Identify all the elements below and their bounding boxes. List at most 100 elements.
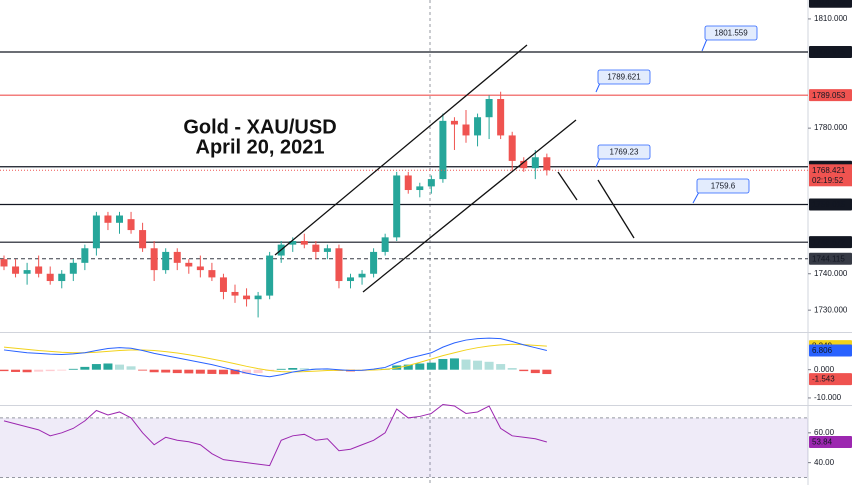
- candle-body: [450, 120, 458, 125]
- candle-body: [300, 240, 308, 245]
- macd-histogram-bar: [507, 368, 517, 370]
- macd-histogram-bar: [299, 368, 309, 370]
- callout-label: 1769.23: [610, 148, 639, 157]
- macd-histogram-bar: [184, 369, 194, 374]
- macd-histogram-bar: [253, 369, 263, 374]
- y-tick-label: 40.00: [814, 458, 835, 467]
- level-price-label: 1800.915: [812, 48, 846, 57]
- macd-histogram-bar: [138, 369, 148, 371]
- candle-body: [58, 273, 66, 282]
- candle-body: [485, 99, 493, 118]
- macd-histogram-bar: [484, 361, 494, 370]
- callout-box: [597, 144, 651, 160]
- macd-value-label: 6.806: [812, 346, 833, 355]
- macd-histogram-bar: [126, 366, 136, 370]
- macd-line: [3, 343, 547, 373]
- callout-leader: [595, 157, 601, 168]
- candle-body: [404, 175, 412, 191]
- candle-body: [185, 262, 193, 267]
- candle-body: [196, 266, 204, 271]
- candle-body: [289, 240, 297, 245]
- candle-body: [23, 270, 31, 274]
- arrow-line: [557, 171, 578, 201]
- rsi-band: [0, 417, 808, 478]
- macd-histogram-bar: [0, 369, 9, 372]
- macd-histogram-bar: [415, 363, 425, 370]
- y-tick-label: 1740.000: [814, 269, 848, 278]
- macd-histogram-bar: [438, 358, 448, 370]
- candle-body: [35, 266, 43, 274]
- arrow-line: [597, 179, 635, 239]
- candle-body: [127, 219, 135, 231]
- rsi-value-label: 53.84: [812, 438, 833, 447]
- callout-leader: [701, 38, 708, 52]
- y-tick-label: 1780.000: [814, 123, 848, 132]
- candle-body: [497, 99, 505, 136]
- callout-label: 1801.559: [714, 29, 748, 38]
- macd-histogram-bar: [461, 359, 471, 370]
- callout-label: 1789.621: [607, 73, 641, 82]
- macd-hist-value-label-bg: [809, 373, 852, 386]
- annotation-title: Gold - XAU/USD: [183, 116, 336, 138]
- macd-histogram-bar: [149, 369, 159, 373]
- candle-body: [347, 277, 354, 282]
- level-price-label-bg: [809, 89, 852, 102]
- candle-body: [531, 157, 539, 169]
- candle-body: [231, 291, 239, 296]
- level-price-label: 1748.672: [812, 238, 846, 247]
- countdown-label: 02:19:52: [812, 176, 844, 185]
- macd-histogram-bar: [288, 368, 298, 370]
- macd-histogram-bar: [11, 369, 21, 372]
- y-tick-label: -10.000: [814, 393, 842, 402]
- level-price-label-bg: [809, 236, 852, 249]
- candle-body: [254, 295, 262, 300]
- macd-histogram-bar: [195, 369, 205, 374]
- macd-histogram-bar: [68, 368, 78, 370]
- macd-line: [3, 337, 547, 378]
- y-tick-label: 60.00: [814, 428, 835, 437]
- macd-histogram-bar: [276, 368, 286, 370]
- candle-body: [162, 251, 170, 271]
- level-price-label-bg: [809, 198, 852, 211]
- macd-histogram-bar: [473, 360, 483, 370]
- candle-body: [92, 215, 100, 249]
- candle-body: [312, 244, 320, 252]
- callout-leader: [692, 191, 700, 204]
- candle-body: [381, 237, 389, 252]
- level-price-label: 1789.053: [812, 91, 846, 100]
- macd-histogram-bar: [218, 369, 228, 375]
- level-price-label-bg: [809, 46, 852, 59]
- level-price-label: 1814.732: [812, 0, 846, 6]
- level-price-label: 1759.015: [812, 200, 846, 209]
- candle-body: [0, 259, 8, 267]
- macd-histogram-bar: [80, 366, 90, 370]
- macd-histogram-bar: [172, 369, 182, 374]
- candle-body: [393, 175, 401, 238]
- macd-value-label-bg: [809, 344, 852, 357]
- level-price-label-bg: [809, 0, 852, 8]
- macd-hist-value-label: -1.543: [812, 375, 835, 384]
- callout-box: [696, 178, 750, 194]
- y-tick-label: 0.000: [814, 365, 835, 374]
- macd-histogram-bar: [449, 358, 459, 370]
- macd-histogram-bar: [496, 364, 506, 370]
- level-price-label-bg: [809, 252, 852, 265]
- y-tick-label: 1730.000: [814, 305, 848, 314]
- macd-histogram-bar: [322, 369, 332, 370]
- macd-histogram-bar: [115, 364, 124, 370]
- candle-body: [335, 248, 343, 282]
- candle-body: [416, 186, 424, 191]
- candle-body: [439, 120, 447, 180]
- annotation-subtitle: April 20, 2021: [196, 136, 325, 158]
- macd-histogram-bar: [91, 364, 101, 370]
- candle-body: [243, 295, 251, 300]
- candle-body: [12, 266, 20, 274]
- callout-box: [597, 69, 651, 85]
- callout-box: [704, 25, 758, 41]
- candle-body: [139, 230, 147, 249]
- candle-body: [266, 255, 274, 296]
- rsi-line: [3, 403, 547, 467]
